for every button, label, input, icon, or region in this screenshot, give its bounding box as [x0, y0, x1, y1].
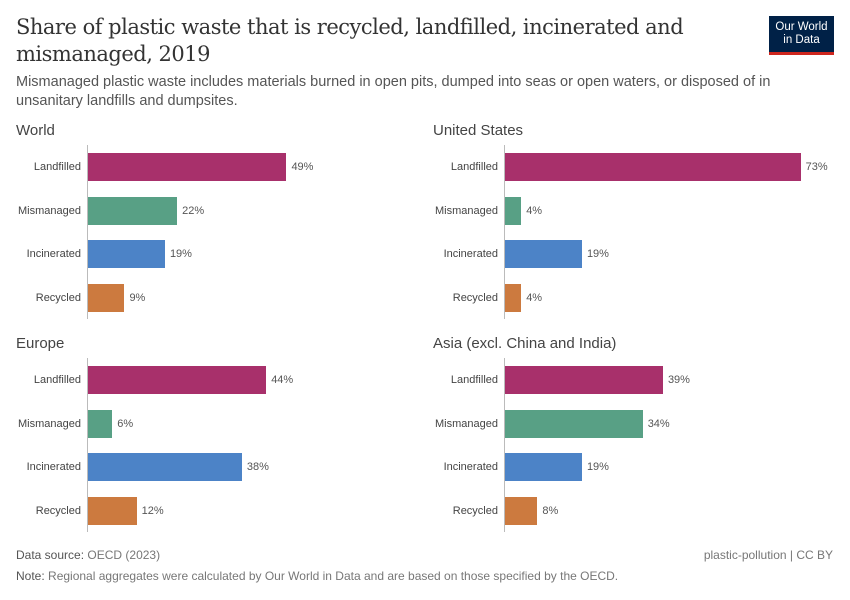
value-label: 12%	[141, 504, 164, 517]
logo-line1: Our World	[775, 21, 828, 33]
category-label: Incinerated	[26, 461, 81, 473]
value-label: 49%	[291, 161, 314, 173]
category-label: Landfilled	[450, 374, 498, 386]
panel-title: World	[16, 122, 55, 139]
category-label: Landfilled	[33, 374, 81, 386]
value-label: 22%	[182, 204, 205, 217]
category-label: Incinerated	[443, 248, 498, 260]
bar-incinerated[interactable]	[505, 453, 582, 481]
panel-title: Asia (excl. China and India)	[433, 335, 617, 352]
value-label: 73%	[805, 161, 828, 173]
license-text[interactable]: plastic-pollution | CC BY	[703, 548, 833, 562]
category-label: Mismanaged	[18, 417, 81, 430]
value-label: 19%	[586, 248, 609, 260]
axis-line	[504, 145, 505, 319]
bar-incinerated[interactable]	[88, 453, 242, 481]
owid-logo[interactable]: Our World in Data	[769, 16, 834, 55]
value-label: 4%	[526, 204, 543, 217]
axis-line	[87, 145, 88, 319]
bar-landfilled[interactable]	[505, 366, 663, 394]
bar-recycled[interactable]	[505, 283, 522, 312]
bar-landfilled[interactable]	[505, 153, 801, 181]
value-label: 6%	[117, 417, 134, 430]
category-label: Landfilled	[33, 161, 81, 173]
value-label: 19%	[169, 248, 192, 260]
category-label: Mismanaged	[435, 417, 498, 430]
source-label: Data source:	[16, 548, 85, 562]
category-label: Landfilled	[450, 161, 498, 173]
value-label: 19%	[586, 461, 609, 473]
category-label: Mismanaged	[435, 204, 498, 217]
category-label: Recycled	[452, 504, 498, 517]
panel-title: United States	[433, 122, 524, 139]
category-label: Incinerated	[443, 461, 498, 473]
category-label: Mismanaged	[18, 204, 81, 217]
panel-title: Europe	[16, 335, 65, 352]
value-label: 9%	[129, 291, 146, 304]
note: Note: Regional aggregates were calculate…	[16, 569, 618, 583]
bar-landfilled[interactable]	[88, 153, 287, 181]
bar-mismanaged[interactable]	[505, 409, 643, 438]
value-label: 8%	[542, 504, 559, 517]
category-label: Recycled	[35, 291, 81, 304]
bar-mismanaged[interactable]	[88, 196, 178, 225]
value-label: 39%	[667, 374, 690, 386]
bar-mismanaged[interactable]	[88, 409, 113, 438]
bar-recycled[interactable]	[88, 496, 137, 525]
chart-subtitle: Mismanaged plastic waste includes materi…	[16, 74, 771, 109]
axis-line	[504, 358, 505, 532]
bar-mismanaged[interactable]	[505, 196, 522, 225]
bar-landfilled[interactable]	[88, 366, 267, 394]
category-label: Recycled	[452, 291, 498, 304]
logo-line2: in Data	[783, 34, 820, 46]
bar-recycled[interactable]	[505, 496, 538, 525]
chart-title: Share of plastic waste that is recycled,…	[16, 15, 684, 66]
source-text[interactable]: OECD (2023)	[87, 548, 161, 562]
note-text: Regional aggregates were calculated by O…	[48, 569, 619, 583]
category-label: Recycled	[35, 504, 81, 517]
category-label: Incinerated	[26, 248, 81, 260]
value-label: 34%	[647, 417, 670, 430]
value-label: 44%	[271, 374, 294, 386]
note-label: Note:	[16, 569, 45, 583]
value-label: 4%	[526, 291, 543, 304]
bar-incinerated[interactable]	[505, 240, 582, 268]
data-source: Data source: OECD (2023)	[16, 548, 160, 562]
value-label: 38%	[246, 461, 269, 473]
bar-incinerated[interactable]	[88, 240, 165, 268]
axis-line	[87, 358, 88, 532]
bar-recycled[interactable]	[88, 283, 125, 312]
